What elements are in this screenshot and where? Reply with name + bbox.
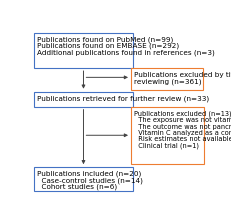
Text: Publications included (n=20): Publications included (n=20) <box>37 171 141 177</box>
Text: Publications excluded by title/abstract: Publications excluded by title/abstract <box>134 72 231 78</box>
FancyBboxPatch shape <box>34 92 133 107</box>
FancyBboxPatch shape <box>131 68 203 90</box>
Text: The outcome was not pancreatic cancer (n=2): The outcome was not pancreatic cancer (n… <box>134 123 231 130</box>
Text: The exposure was not vitamin C intake (n=7): The exposure was not vitamin C intake (n… <box>134 117 231 123</box>
Text: Risk estimates not available (n=2): Risk estimates not available (n=2) <box>134 136 231 142</box>
FancyBboxPatch shape <box>131 107 204 164</box>
Text: Clinical trial (n=1): Clinical trial (n=1) <box>134 142 199 149</box>
Text: Publications found on PubMed (n=99): Publications found on PubMed (n=99) <box>37 37 173 43</box>
FancyBboxPatch shape <box>34 167 133 191</box>
Text: Additional publications found in references (n=3): Additional publications found in referen… <box>37 49 215 56</box>
FancyBboxPatch shape <box>34 33 133 68</box>
Text: Publications retrieved for further review (n=33): Publications retrieved for further revie… <box>37 95 209 102</box>
Text: Case-control studies (n=14): Case-control studies (n=14) <box>37 177 143 184</box>
Text: Publications found on EMBASE (n=292): Publications found on EMBASE (n=292) <box>37 43 179 49</box>
Text: Cohort studies (n=6): Cohort studies (n=6) <box>37 184 117 190</box>
Text: reviewing (n=361): reviewing (n=361) <box>134 78 201 85</box>
Text: Vitamin C analyzed as a continuous variable (n=1): Vitamin C analyzed as a continuous varia… <box>134 129 231 136</box>
Text: Publications excluded (n=13):: Publications excluded (n=13): <box>134 111 231 117</box>
